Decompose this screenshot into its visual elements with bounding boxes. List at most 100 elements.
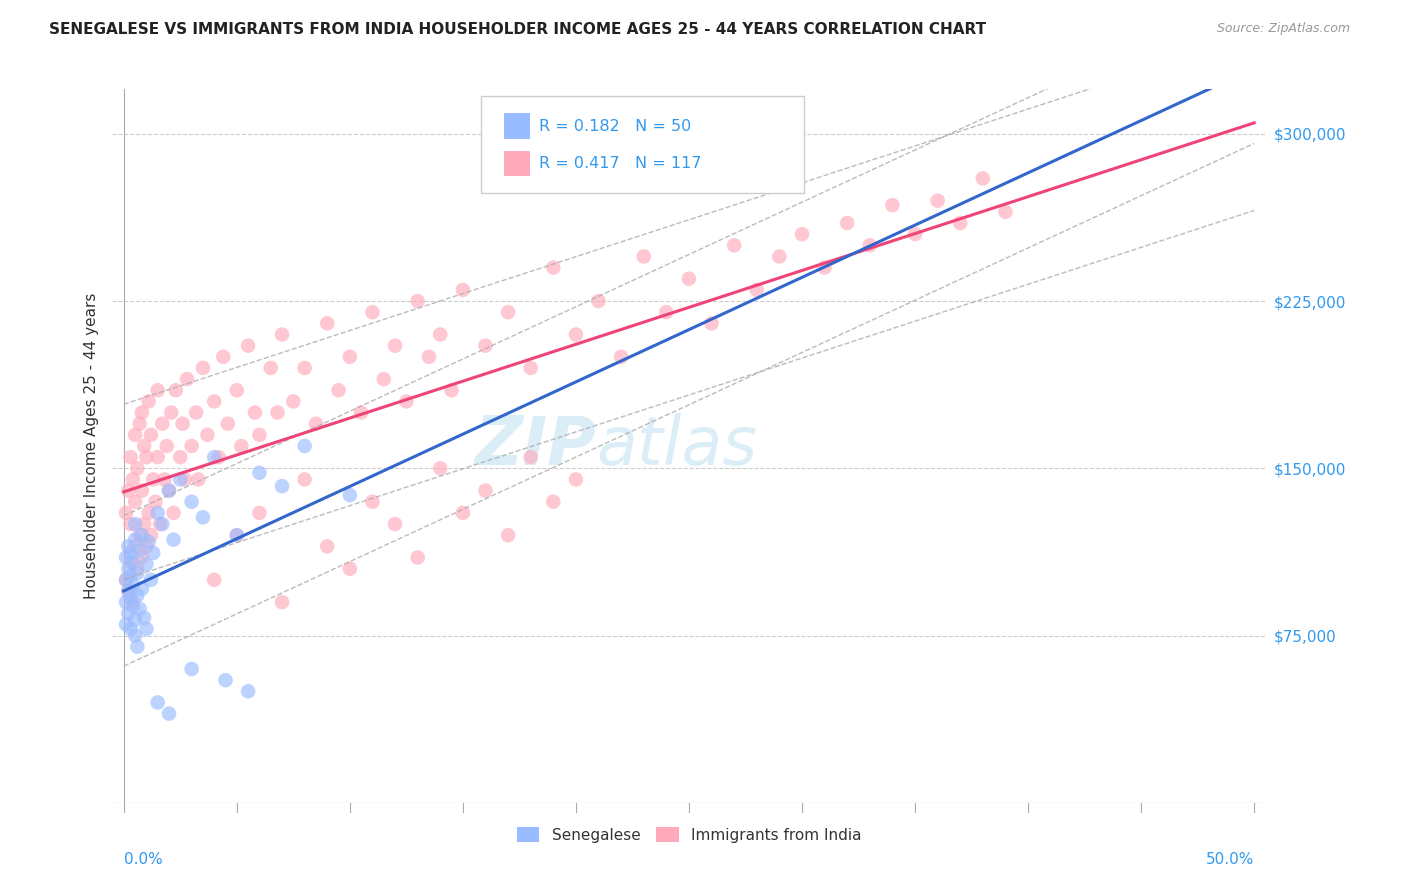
Point	[160, 405, 183, 419]
Point	[127, 461, 149, 475]
Point	[700, 316, 723, 330]
Point	[305, 417, 328, 431]
Point	[294, 472, 316, 486]
Point	[994, 204, 1017, 219]
Point	[316, 539, 339, 553]
FancyBboxPatch shape	[505, 151, 530, 177]
Point	[134, 516, 156, 531]
Point	[474, 338, 496, 352]
Point	[496, 305, 519, 319]
Point	[451, 506, 474, 520]
Point	[135, 539, 157, 553]
Point	[543, 494, 565, 508]
Point	[202, 394, 225, 409]
Point	[128, 543, 150, 558]
Point	[429, 461, 451, 475]
Point	[128, 528, 150, 542]
Point	[339, 562, 361, 576]
Point	[134, 610, 156, 624]
Point	[339, 488, 361, 502]
Point	[146, 383, 169, 397]
Point	[429, 327, 451, 342]
Point	[142, 546, 165, 560]
Point	[117, 607, 139, 621]
Point	[294, 439, 316, 453]
Point	[131, 582, 153, 596]
Point	[169, 472, 191, 486]
Point	[197, 427, 219, 442]
Point	[124, 539, 146, 553]
Point	[115, 506, 138, 520]
Point	[120, 591, 142, 605]
Text: R = 0.417   N = 117: R = 0.417 N = 117	[538, 156, 702, 171]
Point	[231, 439, 253, 453]
Point	[138, 394, 160, 409]
Point	[588, 293, 610, 308]
Point	[121, 472, 143, 486]
Point	[115, 595, 138, 609]
Point	[406, 293, 429, 308]
Y-axis label: Householder Income Ages 25 - 44 years: Householder Income Ages 25 - 44 years	[83, 293, 98, 599]
Text: atlas: atlas	[596, 413, 758, 479]
Point	[150, 417, 173, 431]
Point	[678, 271, 700, 285]
Point	[117, 583, 139, 598]
Point	[361, 494, 384, 508]
Point	[212, 350, 235, 364]
Point	[138, 506, 160, 520]
Point	[121, 577, 143, 591]
Point	[134, 439, 156, 453]
Point	[972, 171, 994, 186]
Point	[120, 622, 142, 636]
Point	[173, 472, 195, 486]
Point	[350, 405, 373, 419]
Point	[474, 483, 496, 498]
Point	[882, 198, 904, 212]
Point	[249, 466, 271, 480]
Point	[406, 550, 429, 565]
Point	[124, 427, 146, 442]
Point	[249, 427, 271, 442]
Point	[131, 405, 153, 419]
Point	[124, 628, 146, 642]
Point	[260, 360, 283, 375]
Point	[153, 472, 176, 486]
Point	[243, 405, 266, 419]
Point	[149, 516, 172, 531]
Point	[117, 483, 139, 498]
Point	[384, 516, 406, 531]
Point	[328, 383, 350, 397]
Point	[165, 383, 187, 397]
Point	[837, 216, 859, 230]
Point	[117, 539, 139, 553]
Point	[519, 360, 541, 375]
Point	[145, 494, 167, 508]
Point	[176, 372, 198, 386]
FancyBboxPatch shape	[481, 96, 804, 193]
Point	[339, 350, 361, 364]
Text: R = 0.182   N = 50: R = 0.182 N = 50	[538, 119, 692, 134]
Point	[142, 472, 165, 486]
Point	[117, 562, 139, 576]
Point	[565, 327, 588, 342]
Point	[150, 516, 173, 531]
Point	[191, 510, 214, 524]
Point	[418, 350, 440, 364]
Point	[519, 450, 541, 464]
Point	[813, 260, 835, 275]
Point	[236, 684, 259, 698]
Point	[135, 450, 157, 464]
Text: Source: ZipAtlas.com: Source: ZipAtlas.com	[1216, 22, 1350, 36]
Point	[157, 483, 180, 498]
Point	[184, 405, 207, 419]
Point	[266, 405, 288, 419]
Point	[131, 483, 153, 498]
Point	[723, 238, 745, 252]
Point	[124, 516, 146, 531]
Point	[146, 506, 169, 520]
Point	[440, 383, 463, 397]
Point	[139, 427, 162, 442]
Point	[146, 450, 169, 464]
Point	[120, 516, 142, 531]
Point	[633, 249, 655, 264]
